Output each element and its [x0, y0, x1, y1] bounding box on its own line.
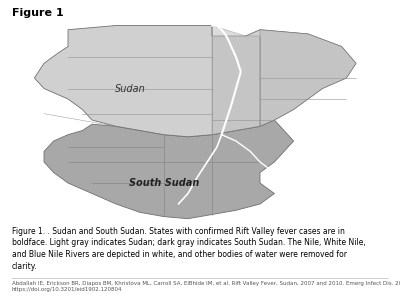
Polygon shape	[44, 120, 294, 219]
Text: Figure 1: Figure 1	[12, 8, 64, 17]
Polygon shape	[34, 26, 356, 137]
Text: Abdallah IE, Erickson BR, Diapos BM, Khristova ML, Carroll SA, ElBhide IM, et al: Abdallah IE, Erickson BR, Diapos BM, Khr…	[12, 280, 400, 292]
Text: South Sudan: South Sudan	[129, 178, 199, 188]
Text: Sudan: Sudan	[115, 83, 146, 94]
Polygon shape	[212, 26, 260, 135]
Polygon shape	[260, 30, 356, 126]
Text: Figure 1. . Sudan and South Sudan. States with confirmed Rift Valley fever cases: Figure 1. . Sudan and South Sudan. State…	[12, 226, 366, 271]
